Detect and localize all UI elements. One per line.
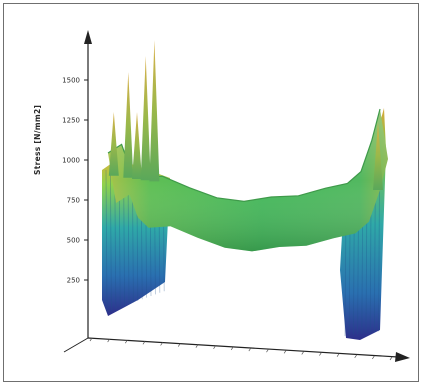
y-axis-arrow: [84, 30, 92, 44]
stress-peak: [132, 112, 142, 179]
x-tick-mark: [389, 356, 393, 361]
x-tick-mark: [248, 347, 252, 352]
x-tick-mark: [160, 342, 163, 346]
y-ticks: 250 500 750 1000 1250 1500: [62, 77, 88, 285]
y-tick-label: 750: [67, 197, 80, 205]
x-tick-mark: [283, 350, 287, 354]
x-tick-mark: [301, 351, 305, 355]
y-tick-label: 250: [67, 277, 80, 285]
x-tick-mark: [177, 343, 181, 347]
z-axis: [63, 337, 89, 353]
stress-peak: [140, 56, 151, 181]
x-tick-mark: [107, 338, 110, 343]
stress-peak: [123, 72, 134, 178]
x-tick-mark: [354, 354, 357, 358]
y-tick-label: 1500: [62, 77, 80, 85]
x-axis-arrow: [395, 352, 410, 362]
x-tick-mark: [372, 355, 375, 360]
left-wall-stripe: [105, 169, 108, 313]
left-wall-stripe: [110, 170, 112, 311]
stress-peak: [149, 40, 160, 182]
x-tick-mark: [336, 353, 340, 357]
x-tick-mark: [142, 341, 146, 345]
y-tick-label: 1250: [62, 117, 80, 125]
y-tick-label: 1000: [62, 157, 80, 165]
stress-peak: [108, 112, 119, 176]
x-tick-mark: [125, 340, 128, 344]
x-tick-mark: [319, 352, 322, 356]
x-tick-mark: [195, 344, 199, 348]
y-tick-label: 500: [67, 237, 80, 245]
x-tick-mark: [89, 337, 93, 342]
x-tick-mark: [266, 348, 269, 353]
x-tick-mark: [213, 345, 216, 350]
stress-surface: [102, 40, 388, 340]
x-axis: [87, 337, 399, 358]
stress-peak: [373, 122, 383, 190]
y-axis-title: Stress [N/mm2]: [33, 105, 42, 175]
surface-sheet-shade: [108, 109, 388, 252]
x-ticks: [89, 337, 393, 361]
x-tick-mark: [230, 346, 234, 351]
